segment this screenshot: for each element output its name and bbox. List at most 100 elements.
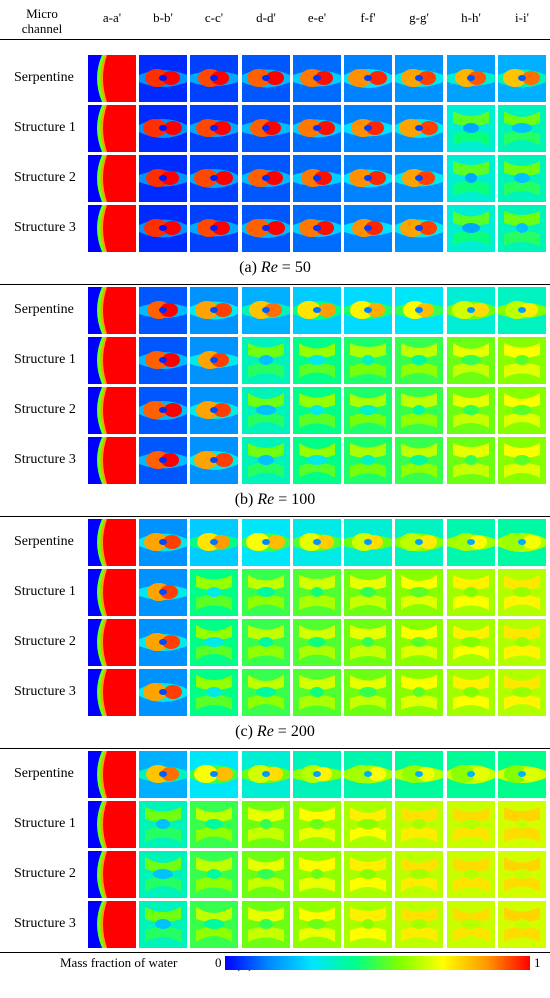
contour-cell	[242, 519, 290, 566]
contour-plot	[242, 519, 290, 566]
contour-cell	[293, 55, 341, 102]
contour-plot	[447, 105, 495, 152]
contour-cell	[190, 105, 238, 152]
contour-plot	[242, 437, 290, 484]
row-label: Serpentine	[14, 70, 74, 85]
contour-cell	[88, 105, 136, 152]
contour-plot	[293, 155, 341, 202]
contour-cell	[447, 387, 495, 434]
contour-plot	[447, 287, 495, 334]
contour-cell	[88, 205, 136, 252]
contour-plot	[293, 569, 341, 616]
contour-cell	[395, 751, 443, 798]
contour-plot	[139, 519, 187, 566]
contour-plot	[395, 519, 443, 566]
contour-cell	[395, 105, 443, 152]
contour-plot	[190, 155, 238, 202]
contour-cell	[242, 569, 290, 616]
contour-plot	[88, 569, 136, 616]
contour-cell	[190, 55, 238, 102]
contour-cell	[293, 287, 341, 334]
contour-cell	[447, 105, 495, 152]
contour-cell	[344, 55, 392, 102]
contour-plot	[498, 569, 546, 616]
contour-cell	[242, 901, 290, 948]
contour-plot	[293, 851, 341, 898]
contour-cell	[190, 287, 238, 334]
contour-plot	[395, 801, 443, 848]
contour-plot	[190, 851, 238, 898]
contour-cell	[344, 437, 392, 484]
contour-cell	[447, 801, 495, 848]
contour-plot	[447, 155, 495, 202]
contour-cell	[88, 669, 136, 716]
contour-cell	[293, 851, 341, 898]
contour-plot	[498, 519, 546, 566]
contour-plot	[344, 287, 392, 334]
panel-caption: (b) Re = 100	[0, 491, 550, 509]
contour-cell	[293, 901, 341, 948]
contour-cell	[242, 437, 290, 484]
contour-cell	[344, 387, 392, 434]
contour-plot	[447, 337, 495, 384]
contour-plot	[447, 801, 495, 848]
corner-header-line2: channel	[21, 21, 63, 36]
contour-plot	[139, 105, 187, 152]
contour-cell	[447, 901, 495, 948]
panel-caption-re-symbol: Re	[256, 723, 274, 740]
colorbar	[225, 956, 530, 970]
contour-cell	[88, 337, 136, 384]
contour-cell	[242, 619, 290, 666]
contour-cell	[498, 519, 546, 566]
contour-plot	[395, 387, 443, 434]
contour-cell	[498, 619, 546, 666]
contour-cell	[242, 801, 290, 848]
contour-plot	[139, 287, 187, 334]
contour-plot	[293, 901, 341, 948]
contour-plot	[88, 851, 136, 898]
column-header-6: f-f'	[360, 10, 376, 25]
contour-plot	[447, 55, 495, 102]
contour-plot	[242, 55, 290, 102]
column-header-9: i-i'	[515, 10, 529, 25]
contour-plot	[139, 901, 187, 948]
contour-cell	[190, 437, 238, 484]
contour-cell	[344, 105, 392, 152]
contour-cell	[344, 205, 392, 252]
contour-plot	[242, 569, 290, 616]
contour-cell	[190, 619, 238, 666]
contour-plot	[293, 337, 341, 384]
contour-plot	[242, 105, 290, 152]
contour-plot	[190, 287, 238, 334]
contour-cell	[447, 851, 495, 898]
contour-plot	[190, 337, 238, 384]
contour-plot	[139, 801, 187, 848]
contour-plot	[344, 519, 392, 566]
row-label: Structure 1	[14, 352, 76, 367]
contour-cell	[139, 901, 187, 948]
contour-plot	[498, 337, 546, 384]
contour-cell	[395, 437, 443, 484]
row-label: Serpentine	[14, 534, 74, 549]
contour-plot	[190, 619, 238, 666]
contour-cell	[498, 155, 546, 202]
contour-cell	[139, 105, 187, 152]
contour-cell	[447, 569, 495, 616]
contour-plot	[88, 337, 136, 384]
contour-plot	[447, 519, 495, 566]
contour-cell	[447, 205, 495, 252]
contour-plot	[88, 901, 136, 948]
contour-cell	[498, 55, 546, 102]
contour-cell	[344, 851, 392, 898]
contour-cell	[242, 751, 290, 798]
contour-plot	[344, 851, 392, 898]
panel-caption: (a) Re = 50	[0, 259, 550, 277]
contour-plot	[395, 569, 443, 616]
contour-plot	[139, 751, 187, 798]
contour-plot	[88, 437, 136, 484]
contour-cell	[293, 519, 341, 566]
contour-plot	[88, 287, 136, 334]
contour-plot	[190, 569, 238, 616]
contour-plot	[447, 751, 495, 798]
column-header-3: c-c'	[204, 10, 224, 25]
